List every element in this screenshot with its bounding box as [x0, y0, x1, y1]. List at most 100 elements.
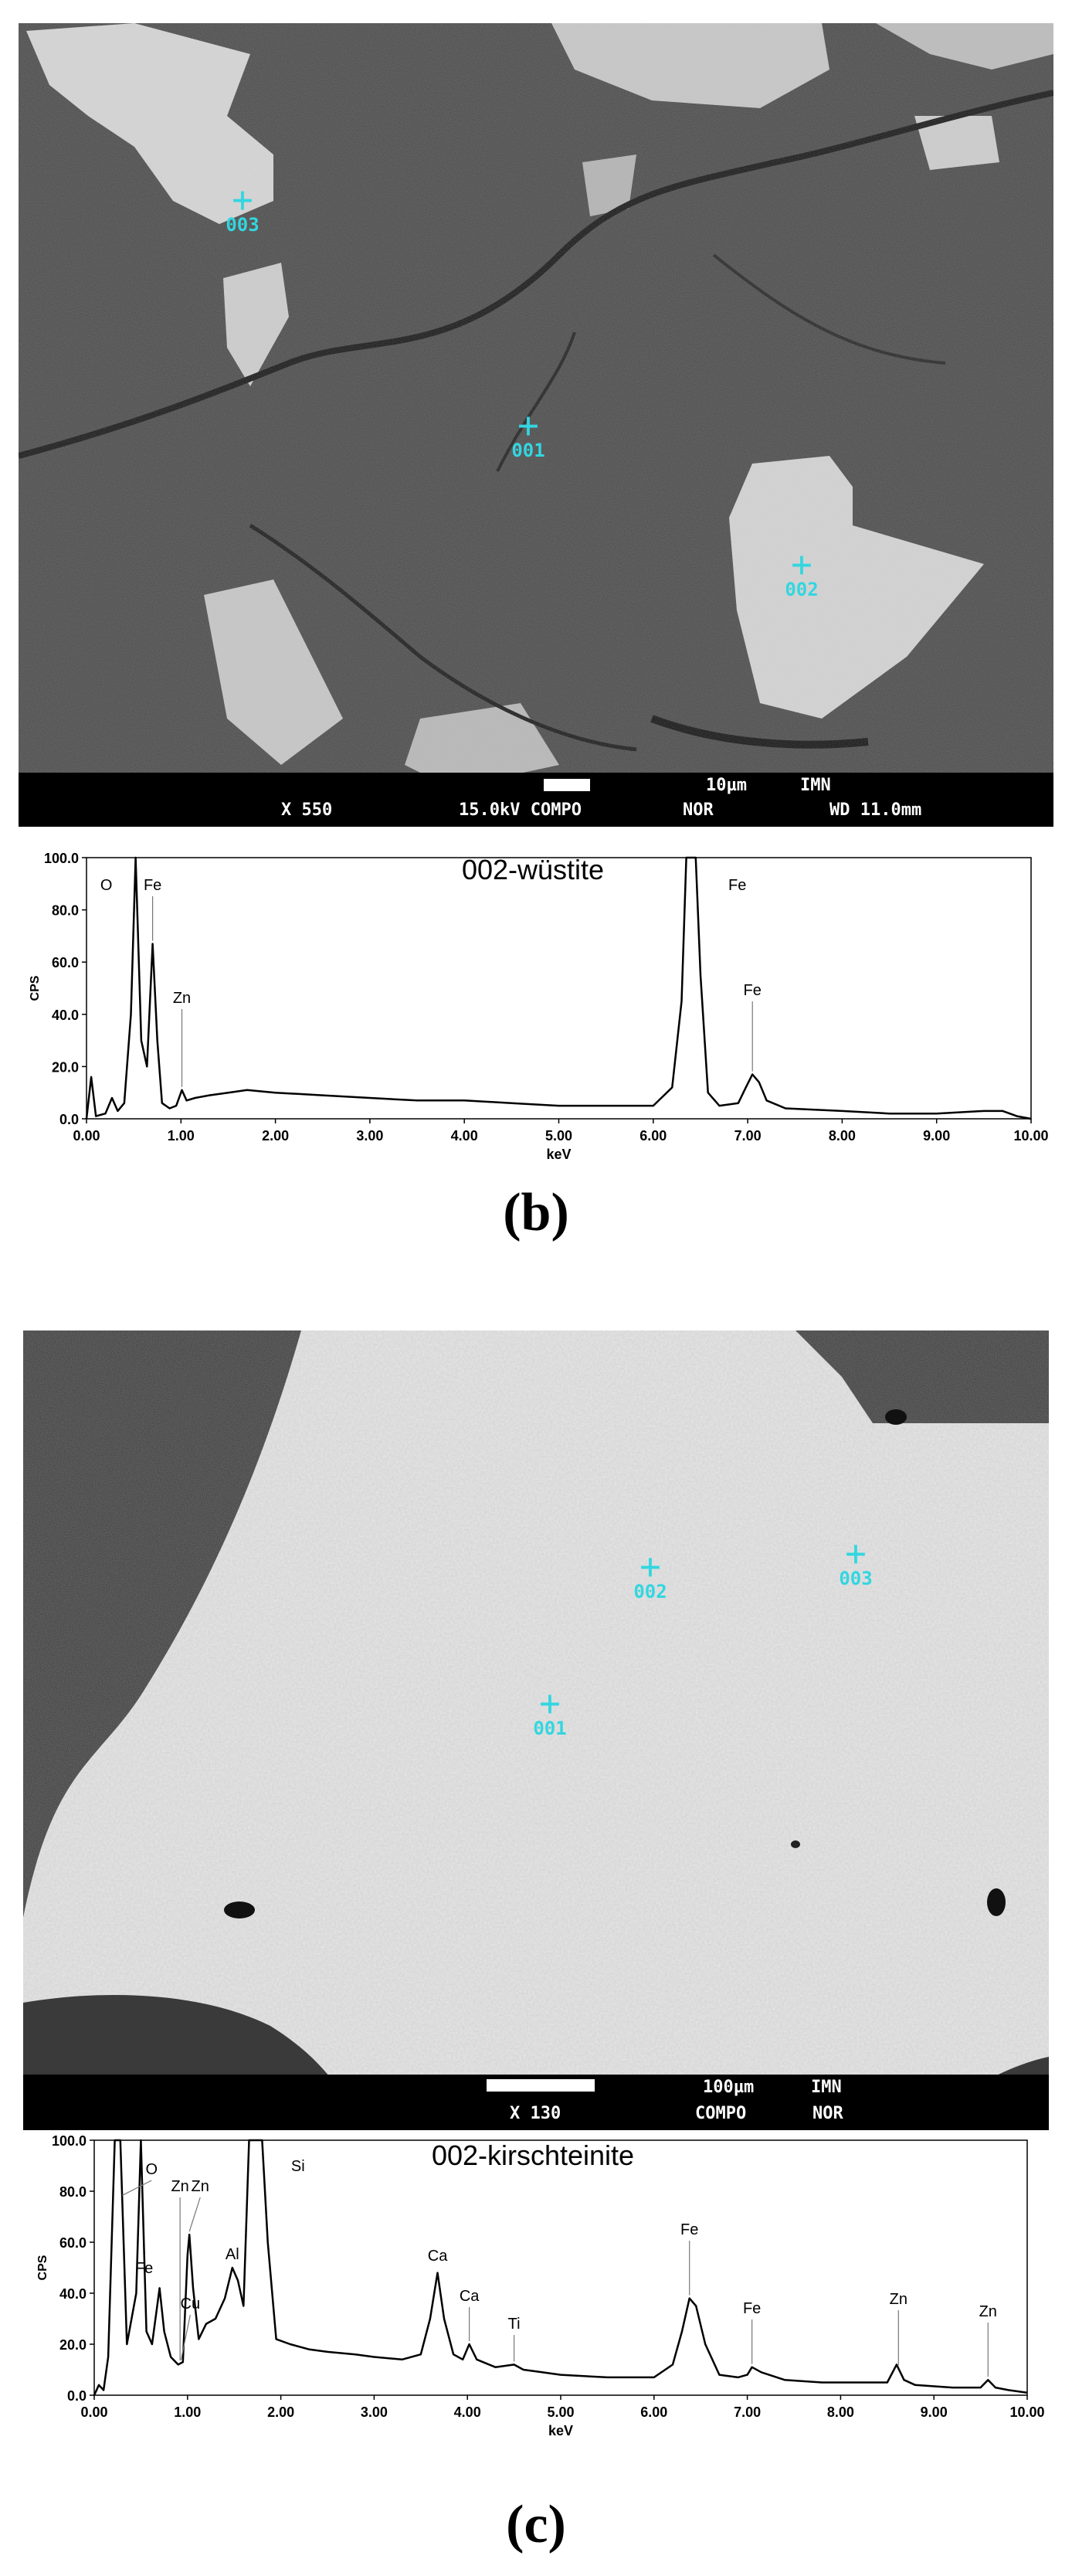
x-tick-label: 5.00: [547, 2404, 574, 2420]
peak-label: Zn: [890, 2291, 907, 2308]
x-tick-label: 4.00: [454, 2404, 481, 2420]
y-tick-label: 80.0: [52, 903, 79, 919]
y-tick-label: 40.0: [59, 2286, 87, 2302]
point-label: 002: [633, 1581, 667, 1602]
x-tick-label: 3.00: [356, 1128, 383, 1144]
x-axis-label: keV: [548, 2423, 573, 2438]
chart-title: 002-wüstite: [462, 854, 604, 885]
crosshair-icon: +: [539, 1682, 561, 1724]
peak-label: Si: [291, 2158, 305, 2175]
y-tick-label: 20.0: [52, 1059, 79, 1075]
point-label: 001: [511, 440, 545, 461]
caption-c: (c): [506, 2495, 566, 2554]
y-axis-label: CPS: [36, 2255, 49, 2280]
x-tick-label: 7.00: [734, 2404, 761, 2420]
peak-label: Zn: [192, 2178, 209, 2195]
scale-text: 100µm: [703, 2078, 755, 2097]
peak-leader-line: [188, 2197, 201, 2232]
point-marker-001: + 001: [497, 404, 559, 461]
scale-bar: [544, 779, 590, 791]
plot-frame: [86, 857, 1032, 1120]
peak-label: Zn: [173, 990, 191, 1007]
x-tick-label: 9.00: [923, 1128, 950, 1144]
x-tick-label: 8.00: [827, 2404, 854, 2420]
sem-image-wustite: + 003 + 001 + 002: [19, 23, 1053, 827]
crosshair-icon: +: [517, 404, 539, 446]
y-axis-label: CPS: [29, 975, 42, 1001]
sem-info-bar-c: 100µm IMN X 130 COMPO NOR: [23, 2075, 1049, 2130]
point-label: 001: [533, 1718, 567, 1739]
eds-spectrum-kirschteinite: 0.0 20.0 40.0 60.0 80.0 100.0 0.00 1.00 2.00 3.00…: [36, 2133, 1045, 2438]
y-tick-label: 0.0: [59, 1112, 79, 1127]
crosshair-icon: +: [791, 543, 812, 585]
y-tick-label: 20.0: [59, 2337, 87, 2353]
chart-title: 002-kirschteinite: [432, 2139, 634, 2171]
peak-label: Ti: [508, 2316, 521, 2333]
x-tick-label: 6.00: [640, 2404, 667, 2420]
peak-label: Ca: [428, 2248, 448, 2265]
x-tick-label: 10.00: [1009, 2404, 1044, 2420]
x-tick-label: 0.00: [73, 1128, 100, 1144]
x-axis-label: keV: [546, 1147, 571, 1162]
x-tick-label: 7.00: [734, 1128, 762, 1144]
peak-label: Al: [226, 2246, 239, 2263]
crosshair-icon: +: [232, 178, 253, 220]
crosshair-icon: +: [845, 1532, 867, 1574]
x-tick-label: 5.00: [545, 1128, 572, 1144]
sem-image-kirschteinite: + 002 + 003 + 001: [23, 1330, 1049, 2130]
crosshair-icon: +: [639, 1545, 661, 1587]
point-label: 003: [226, 214, 260, 236]
mode2-text: NOR: [812, 2104, 843, 2123]
x-tick-label: 4.00: [451, 1128, 478, 1144]
mode-text: COMPO: [695, 2104, 747, 2123]
sem-info-bar-b: 10µm IMN X 550 15.0kV COMPO NOR WD 11.0m…: [19, 773, 1053, 827]
x-tick-label: 3.00: [361, 2404, 388, 2420]
peak-label: O: [100, 877, 113, 894]
y-tick-label: 100.0: [44, 851, 79, 866]
y-tick-label: 0.0: [67, 2388, 87, 2404]
voltage-mode-text: 15.0kV COMPO: [459, 800, 582, 820]
peak-label: Fe: [728, 877, 746, 894]
peak-label: Fe: [680, 2221, 698, 2238]
point-marker-003: + 003: [212, 178, 273, 236]
sem-texture-b: [19, 23, 1053, 827]
peak-label: Cu: [181, 2296, 201, 2313]
peak-label: Fe: [144, 877, 161, 894]
scale-text: 10µm: [706, 776, 747, 795]
point-marker-002: + 002: [771, 543, 833, 600]
peak-label: Fe: [743, 2300, 761, 2317]
sem-texture-c: [23, 1330, 1049, 2130]
eds-spectrum-wustite: 0.0 20.0 40.0 60.0 80.0 100.0 0.00 1.00 2.00 3.00…: [29, 851, 1049, 1162]
magnification-text: X 550: [281, 800, 333, 820]
institution-text: IMN: [811, 2078, 842, 2097]
point-marker-002: + 002: [619, 1545, 681, 1602]
y-tick-label: 40.0: [52, 1008, 79, 1023]
spectrum-line: [93, 2139, 1028, 2396]
plot-frame: [93, 2139, 1028, 2396]
point-label: 003: [839, 1568, 873, 1589]
x-tick-label: 2.00: [262, 1128, 289, 1144]
x-tick-label: 0.00: [80, 2404, 107, 2420]
point-marker-001: + 001: [519, 1682, 581, 1739]
peak-label: Fe: [135, 2260, 153, 2277]
peak-label: Ca: [460, 2288, 480, 2305]
x-tick-label: 10.00: [1013, 1128, 1048, 1144]
x-tick-label: 1.00: [168, 1128, 195, 1144]
y-tick-label: 60.0: [59, 2235, 87, 2251]
y-tick-label: 80.0: [59, 2184, 87, 2200]
working-distance-text: WD 11.0mm: [829, 800, 922, 820]
institution-text: IMN: [800, 776, 831, 795]
point-label: 002: [785, 579, 819, 600]
magnification-text: X 130: [510, 2104, 561, 2123]
y-tick-label: 100.0: [52, 2133, 87, 2149]
x-tick-label: 9.00: [921, 2404, 948, 2420]
point-marker-003: + 003: [825, 1532, 887, 1589]
x-tick-label: 1.00: [174, 2404, 201, 2420]
spectrum-line: [85, 856, 1032, 1120]
caption-b: (b): [503, 1183, 569, 1242]
peak-label: Fe: [744, 982, 762, 999]
peak-leader-line: [180, 2314, 191, 2360]
x-tick-label: 6.00: [639, 1128, 667, 1144]
peak-leader-line: [121, 2180, 152, 2196]
peak-label: Zn: [979, 2303, 997, 2320]
